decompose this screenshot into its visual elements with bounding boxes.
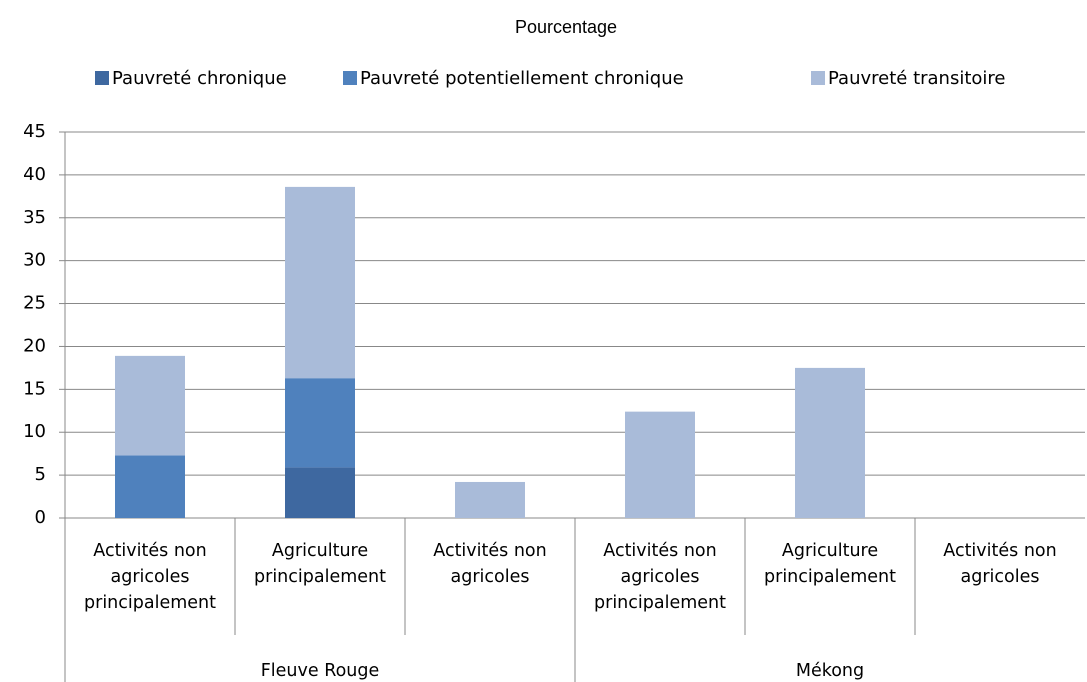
legend-swatch xyxy=(95,71,109,85)
bar-segment xyxy=(285,378,355,468)
x-tick-label: Activités non agricoles principalement xyxy=(84,541,216,613)
y-tick-label: 25 xyxy=(23,293,46,314)
x-tick-label: Activités non agricoles xyxy=(943,541,1057,587)
group-label: Mékong xyxy=(796,661,864,681)
legend-label: Pauvreté chronique xyxy=(112,68,287,89)
y-tick-label: 10 xyxy=(23,421,46,442)
x-tick-label: Agriculture principalement xyxy=(764,541,896,587)
y-tick-label: 40 xyxy=(23,164,46,185)
x-tick-label: Activités non agricoles principalement xyxy=(594,541,726,613)
group-label: Fleuve Rouge xyxy=(261,661,380,681)
bar-segment xyxy=(115,355,185,456)
y-tick-label: 5 xyxy=(35,464,46,485)
legend-label: Pauvreté transitoire xyxy=(828,68,1006,89)
y-tick-label: 15 xyxy=(23,378,46,399)
legend-label: Pauvreté potentiellement chronique xyxy=(360,68,684,89)
x-tick-label: Agriculture principalement xyxy=(254,541,386,587)
bar-segment xyxy=(115,455,185,518)
y-tick-label: 20 xyxy=(23,335,46,356)
bar-segment xyxy=(455,481,525,518)
bar-segment xyxy=(285,186,355,379)
bar-segment xyxy=(285,467,355,518)
y-tick-label: 45 xyxy=(23,121,46,142)
bar-segment xyxy=(625,411,695,518)
bar-segment xyxy=(795,367,865,518)
y-tick-label: 30 xyxy=(23,250,46,271)
legend-swatch xyxy=(811,71,825,85)
x-tick-label: Activités non agricoles xyxy=(433,541,547,587)
y-tick-label: 0 xyxy=(35,507,46,528)
legend-swatch xyxy=(343,71,357,85)
y-tick-label: 35 xyxy=(23,207,46,228)
chart-title: Pourcentage xyxy=(515,17,617,37)
